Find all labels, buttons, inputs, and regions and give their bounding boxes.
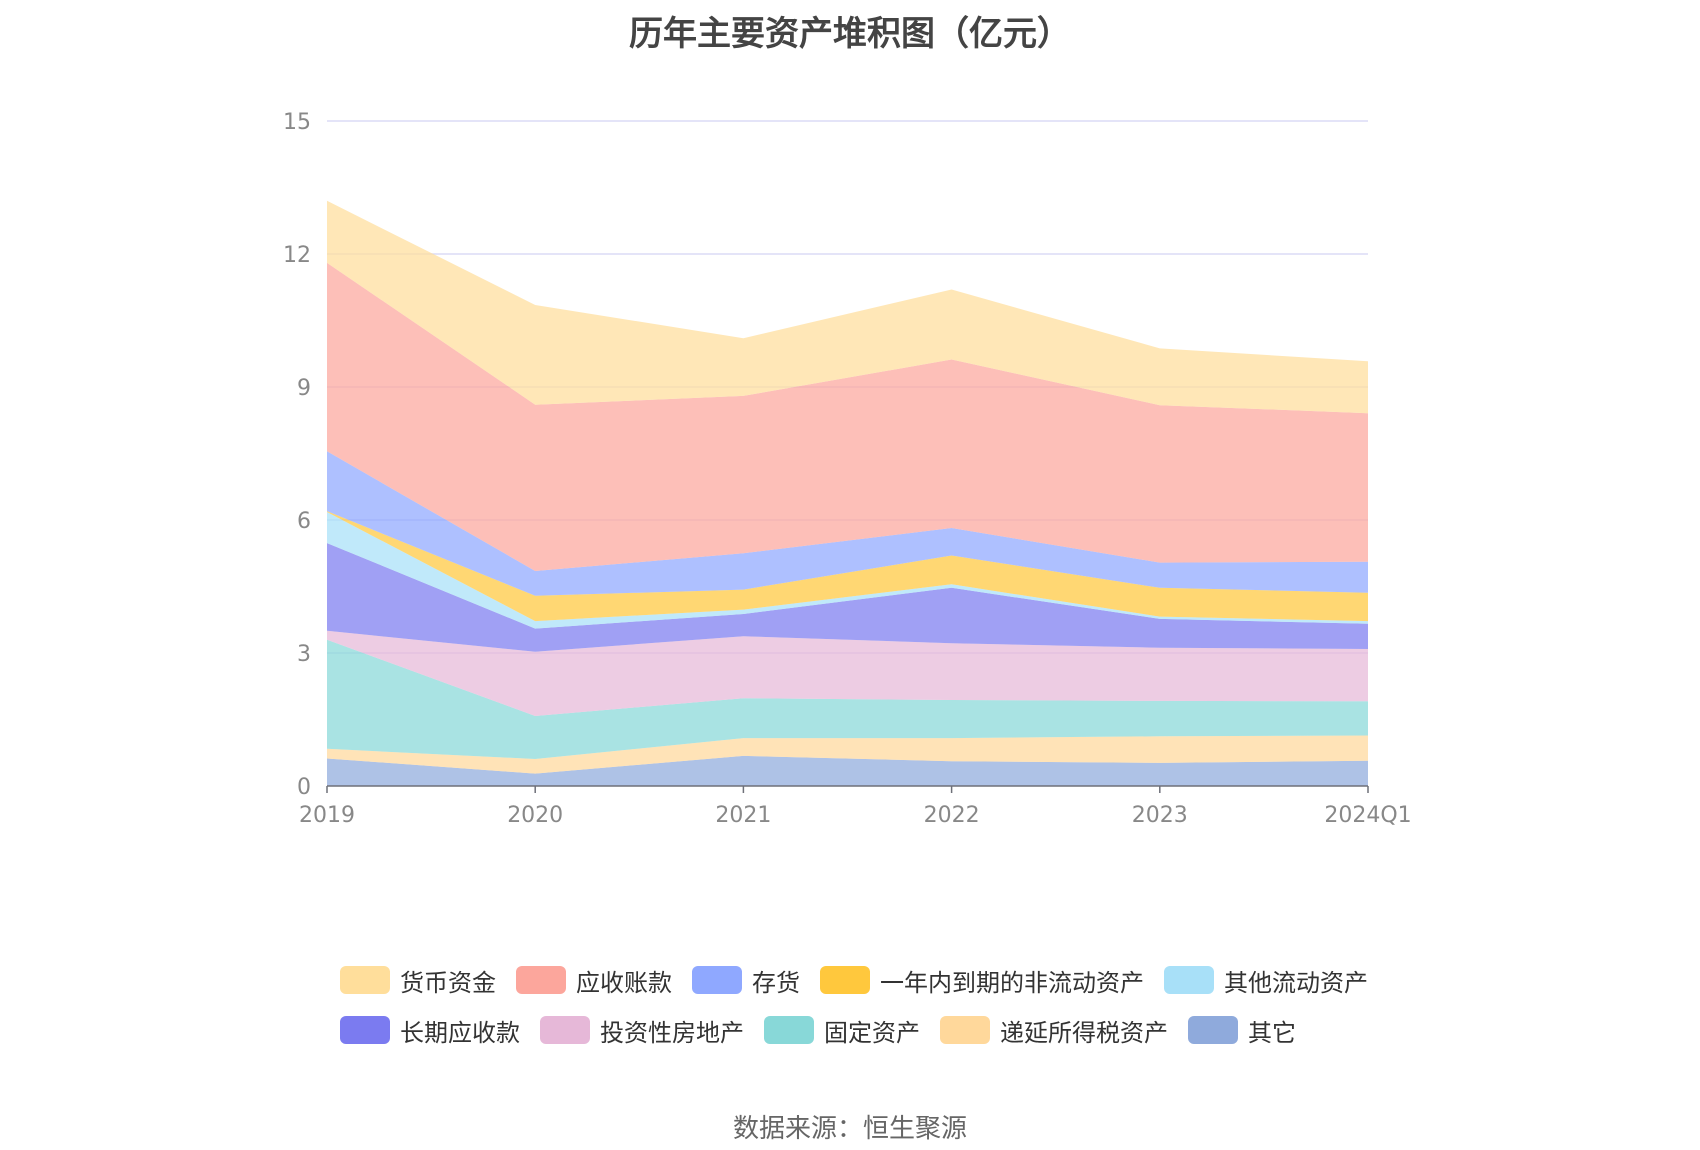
legend-swatch: [516, 966, 566, 994]
legend-item[interactable]: 货币资金: [340, 963, 496, 998]
area-货币资金: [327, 200, 1368, 414]
x-tick-label: 2022: [924, 803, 980, 828]
y-tick-label: 12: [283, 243, 311, 268]
axes: 0 3 6 9 12 15 2019 2020 2021 2022 2023 2024Q1: [283, 110, 1412, 828]
y-tick-label: 15: [283, 110, 311, 135]
legend-label: 长期应收款: [400, 1018, 520, 1047]
x-tick-label: 2024Q1: [1324, 803, 1411, 828]
legend-item[interactable]: 存货: [692, 963, 800, 998]
y-tick-label: 3: [297, 642, 311, 667]
area-递延所得税资产: [327, 735, 1368, 774]
x-tick-label: 2020: [507, 803, 563, 828]
chart-title: 历年主要资产堆积图（亿元）: [629, 14, 1071, 54]
legend-item[interactable]: 固定资产: [764, 1013, 920, 1048]
area-存货: [327, 451, 1368, 596]
x-tick-label: 2021: [715, 803, 771, 828]
legend-swatch: [1188, 1016, 1238, 1044]
legend-label: 其它: [1248, 1018, 1296, 1047]
legend-label: 递延所得税资产: [1000, 1018, 1168, 1047]
legend-row: 长期应收款 投资性房地产 固定资产 递延所得税资产 其它: [340, 1005, 1440, 1055]
legend-swatch: [340, 966, 390, 994]
legend-item[interactable]: 其它: [1188, 1013, 1296, 1048]
area-其它: [327, 755, 1368, 786]
legend-item[interactable]: 其他流动资产: [1164, 963, 1368, 998]
legend-swatch: [820, 966, 870, 994]
legend: 货币资金 应收账款 存货 一年内到期的非流动资产 其他流动资产 长期应收款 投资性房地产 固…: [340, 955, 1440, 1055]
legend-label: 投资性房地产: [600, 1018, 744, 1047]
legend-item[interactable]: 投资性房地产: [540, 1013, 744, 1048]
y-tick-label: 6: [297, 509, 311, 534]
area-长期应收款: [327, 543, 1368, 652]
legend-item[interactable]: 递延所得税资产: [940, 1013, 1168, 1048]
legend-swatch: [1164, 966, 1214, 994]
area-series: [327, 200, 1368, 786]
x-tick-label: 2019: [299, 803, 355, 828]
legend-label: 一年内到期的非流动资产: [880, 968, 1144, 997]
x-tick-label: 2023: [1132, 803, 1188, 828]
legend-swatch: [340, 1016, 390, 1044]
y-tick-label: 0: [297, 775, 311, 800]
legend-swatch: [540, 1016, 590, 1044]
legend-swatch: [940, 1016, 990, 1044]
legend-label: 固定资产: [824, 1018, 920, 1047]
legend-item[interactable]: 长期应收款: [340, 1013, 520, 1048]
legend-row: 货币资金 应收账款 存货 一年内到期的非流动资产 其他流动资产: [340, 955, 1440, 1005]
y-tick-label: 9: [297, 376, 311, 401]
legend-item[interactable]: 应收账款: [516, 963, 672, 998]
legend-item[interactable]: 一年内到期的非流动资产: [820, 963, 1144, 998]
legend-swatch: [764, 1016, 814, 1044]
legend-label: 其他流动资产: [1224, 968, 1368, 997]
area-固定资产: [327, 639, 1368, 759]
legend-label: 应收账款: [576, 968, 672, 997]
area-一年内到期的非流动资产: [327, 511, 1368, 622]
area-应收账款: [327, 262, 1368, 571]
area-投资性房地产: [327, 630, 1368, 716]
legend-label: 货币资金: [400, 968, 496, 997]
legend-label: 存货: [752, 968, 800, 997]
source-note: 数据来源：恒生聚源: [732, 1114, 967, 1144]
legend-swatch: [692, 966, 742, 994]
